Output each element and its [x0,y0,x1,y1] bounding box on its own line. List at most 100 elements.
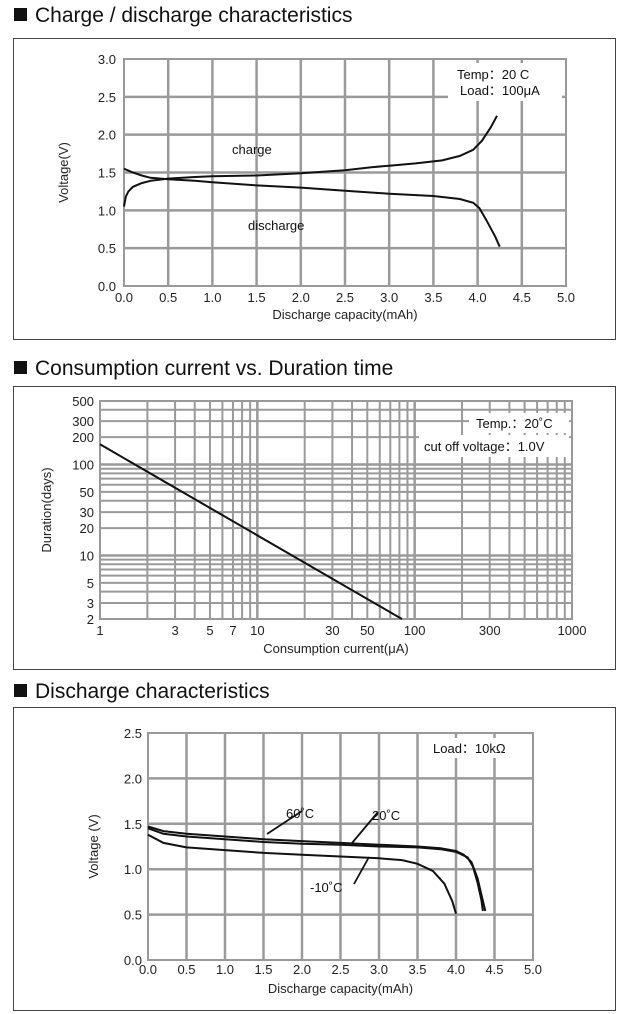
x-tick-label: 4.5 [485,962,503,977]
x-tick-label: 0.5 [159,290,177,305]
x-tick-label: 3.0 [370,962,388,977]
y-axis-label: Duration(days) [39,467,54,552]
condition-temp: Temp.：20˚C [476,416,553,431]
x-tick-label: 5.0 [524,962,542,977]
x-tick-label: 3.0 [380,290,398,305]
section-title-text: Consumption current vs. Duration time [35,357,394,380]
section-title-text: Discharge characteristics [35,680,270,703]
section-title-charge-discharge: Charge / discharge characteristics [14,4,352,28]
condition-load: Load：100μA [460,83,540,98]
conditions-box-temp [469,413,569,433]
x-tick-label: 30 [325,623,339,638]
annotation-charge: charge [232,142,272,157]
y-tick-label: 3 [87,596,94,611]
y-tick-label: 100 [72,458,94,473]
y-tick-label: 1.0 [124,862,142,877]
y-tick-label: 1.0 [98,203,116,218]
x-tick-label: 1.5 [254,962,272,977]
x-tick-label: 3.5 [424,290,442,305]
x-tick-label: 0.5 [177,962,195,977]
chart-charge-discharge: 0.0 0.5 1.0 1.5 2.0 2.5 3.0 3.5 4.0 4.5 5.0 0.0 0.5 1… [56,52,575,322]
series-line-duration [99,443,403,620]
x-tick-label: 1.0 [203,290,221,305]
x-axis-label: Discharge capacity(mAh) [268,981,413,996]
x-tick-label: 0.0 [115,290,133,305]
section-title-discharge: Discharge characteristics [14,680,270,704]
square-bullet-icon [14,361,27,374]
conditions-box-cutoff [419,435,569,457]
x-tick-label: 2.0 [292,290,310,305]
y-tick-label: 2.5 [124,726,142,741]
x-tick-label: 1000 [558,623,587,638]
x-tick-label: 10 [250,623,264,638]
x-tick-label: 100 [404,623,426,638]
chart-discharge-temperature: 0.0 0.5 1.0 1.5 2.0 2.5 3.0 3.5 4.0 4.5 5.0 0.0 0.5 1… [86,726,542,996]
y-tick-label: 10 [80,548,94,563]
x-tick-label: 4.0 [447,962,465,977]
y-tick-label: 500 [72,394,94,409]
chart-panel-charge-discharge: 0.0 0.5 1.0 1.5 2.0 2.5 3.0 3.5 4.0 4.5 5.0 0.0 0.5 1… [13,38,616,340]
section-title-text: Charge / discharge characteristics [35,4,353,27]
x-tick-label: 2.5 [331,962,349,977]
y-tick-label: 300 [72,414,94,429]
x-tick-label: 1 [96,623,103,638]
condition-cutoff-voltage: cut off voltage：1.0V [424,439,545,454]
x-tick-label: 2.5 [336,290,354,305]
plot-frame [99,400,573,620]
x-axis-label: Consumption current(μA) [263,641,409,656]
y-tick-label: 20 [80,521,94,536]
y-tick-label: 2.5 [98,90,116,105]
x-tick-label: 50 [360,623,374,638]
x-tick-label: 5.0 [557,290,575,305]
series-leader-line [351,811,379,844]
x-tick-label: 300 [479,623,501,638]
x-tick-label: 4.0 [469,290,487,305]
y-tick-label: 1.5 [124,817,142,832]
y-axis-label: Voltage(V) [56,142,71,203]
chart-panel-consumption: 1 3 5 7 10 30 50 100 300 1000 2 3 5 10 20 30 50 100 200 300… [13,386,616,670]
annotation-discharge: discharge [248,218,304,233]
condition-temp: Temp：20 C [457,67,529,82]
chart-panel-discharge: 0.0 0.5 1.0 1.5 2.0 2.5 3.0 3.5 4.0 4.5 5.0 0.0 0.5 1… [13,707,616,1011]
x-tick-label: 0.0 [139,962,157,977]
condition-load: Load：10kΩ [433,741,506,756]
y-tick-label: 5 [87,576,94,591]
x-tick-label: 1.5 [248,290,266,305]
series-line [147,827,484,912]
y-tick-label: 0.5 [124,908,142,923]
chart-consumption-duration: 1 3 5 7 10 30 50 100 300 100023510203050100200300… [39,394,587,656]
series-line-charge [123,115,498,207]
y-tick-label: 2.0 [98,128,116,143]
y-tick-label: 2 [87,612,94,627]
y-tick-label: 50 [80,485,94,500]
x-tick-label: 2.0 [293,962,311,977]
y-tick-label: 200 [72,430,94,445]
square-bullet-icon [14,8,27,21]
x-tick-label: 3.5 [408,962,426,977]
series-line [147,833,457,914]
series-line-discharge [123,167,501,248]
y-tick-label: 1.5 [98,166,116,181]
y-tick-label: 3.0 [98,52,116,67]
square-bullet-icon [14,684,27,697]
x-tick-label: 7 [229,623,236,638]
x-axis-label: Discharge capacity(mAh) [272,307,417,322]
y-tick-label: 2.0 [124,771,142,786]
series-leader-line [266,810,303,835]
y-tick-label: 30 [80,505,94,520]
series-leader-line [353,856,370,885]
x-tick-label: 4.5 [513,290,531,305]
section-title-consumption: Consumption current vs. Duration time [14,357,393,381]
y-axis-label: Voltage (V) [86,814,101,878]
x-tick-label: 3 [171,623,178,638]
y-tick-label: 0.5 [98,241,116,256]
conditions-box [448,63,562,101]
series-label: -10˚C [310,880,343,895]
series-label: 60˚C [286,806,314,821]
x-tick-label: 1.0 [216,962,234,977]
y-tick-label: 0.0 [98,279,116,294]
y-tick-label: 0.0 [124,953,142,968]
conditions-box [425,738,529,758]
x-tick-label: 5 [206,623,213,638]
series-label: 20˚C [372,808,400,823]
